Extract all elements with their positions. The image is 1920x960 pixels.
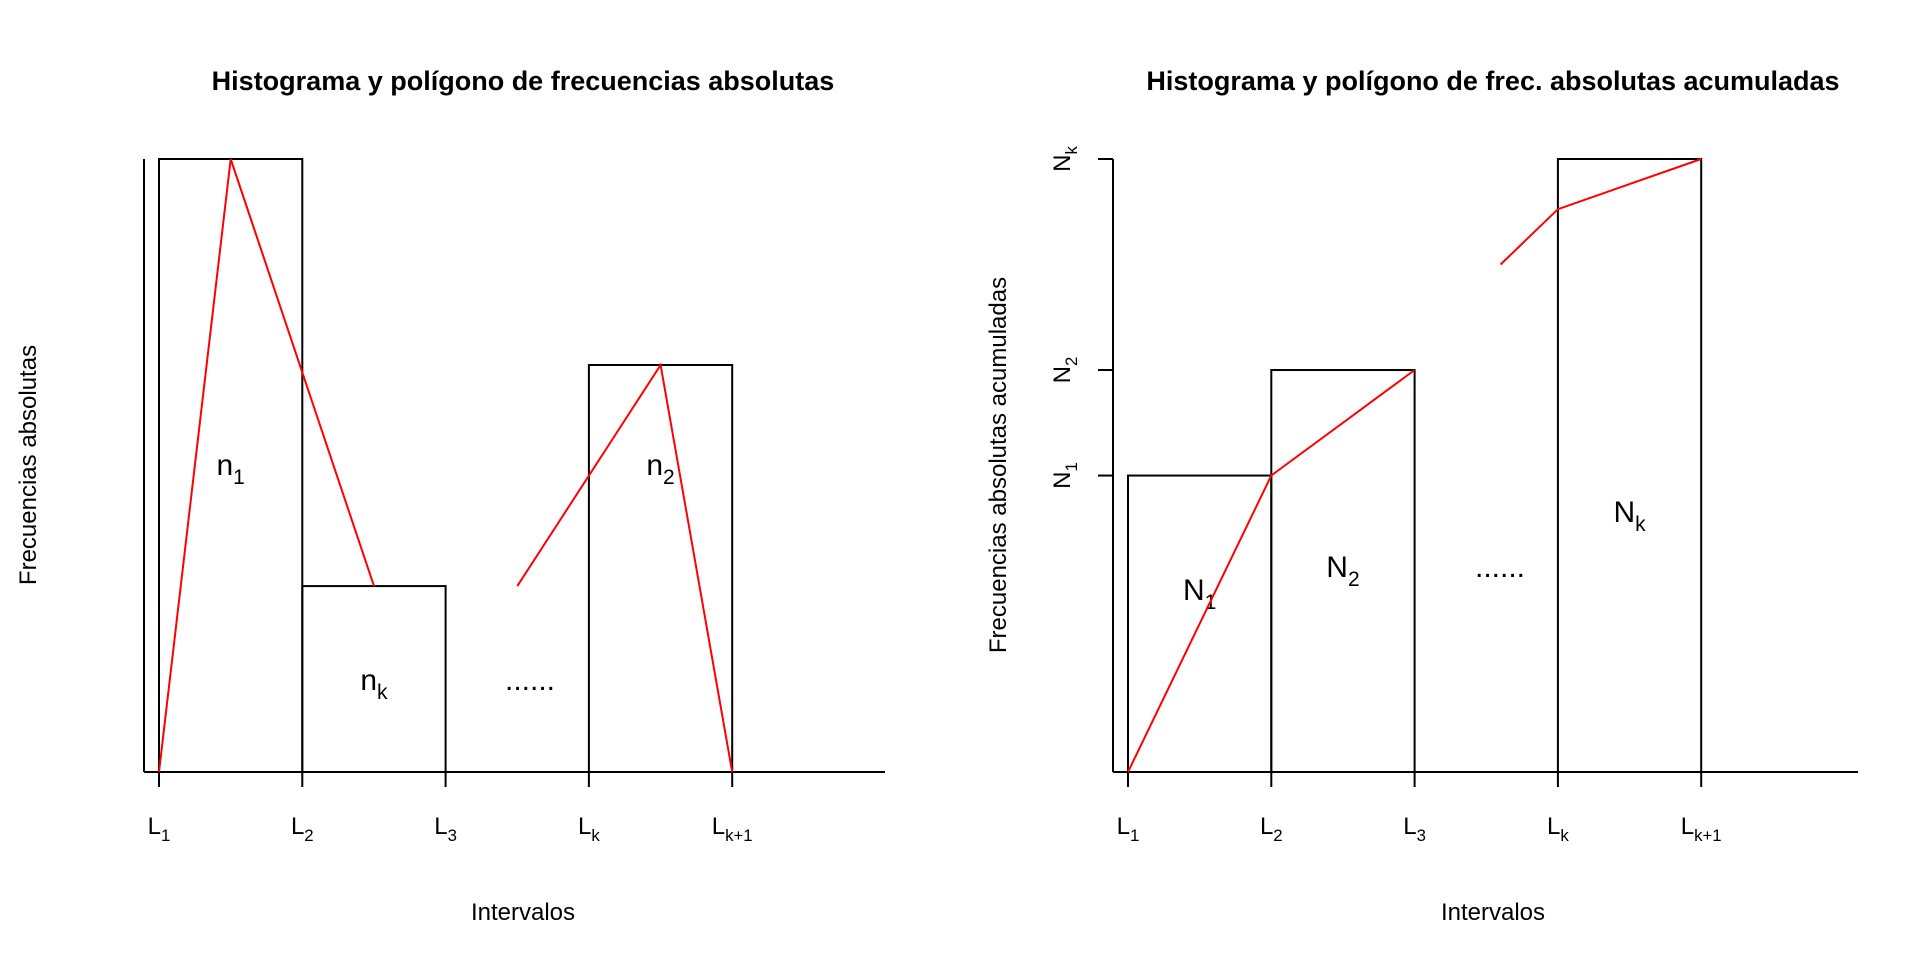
bar-label: N2 (1326, 551, 1359, 591)
x-tick-label: Lk (1547, 813, 1569, 845)
y-tick-label: Nk (1049, 146, 1081, 172)
chart-title: Histograma y polígono de frec. absolutas… (1146, 66, 1839, 96)
x-tick-label: L3 (1403, 813, 1426, 845)
y-tick-label: N1 (1049, 462, 1081, 489)
chart-panel-2: Histograma y polígono de frec. absolutas… (985, 66, 1858, 926)
x-tick-label: Lk (578, 813, 600, 845)
ellipsis-dots: ...... (505, 664, 555, 697)
chart-title: Histograma y polígono de frecuencias abs… (212, 66, 835, 96)
x-axis-label: Intervalos (471, 899, 575, 926)
x-tick-label: L2 (291, 813, 314, 845)
x-axis-label: Intervalos (1441, 899, 1545, 926)
bar-label: nk (360, 664, 388, 704)
histogram-bar (1556, 158, 1703, 773)
frequency-polygon-segment (516, 362, 734, 773)
x-tick-label: L1 (1117, 813, 1140, 845)
y-axis-label: Frecuencias absolutas acumuladas (985, 277, 1012, 653)
y-tick-label: N2 (1049, 357, 1081, 384)
x-tick-label: Lk+1 (1681, 813, 1722, 845)
frequency-polygon-segment (158, 158, 375, 773)
x-tick-label: L3 (434, 813, 457, 845)
histogram-bar (1270, 369, 1416, 773)
bar-label: N1 (1183, 574, 1216, 614)
x-tick-label: Lk+1 (712, 813, 753, 845)
frequency-polygon-segment (1499, 158, 1702, 266)
bar-label: Nk (1613, 496, 1646, 536)
chart-panel-1: Histograma y polígono de frecuencias abs… (15, 66, 885, 926)
bar-label: n2 (646, 449, 674, 489)
ellipsis-dots: ...... (1475, 551, 1525, 584)
x-tick-label: L1 (148, 813, 171, 845)
x-tick-label: L2 (1260, 813, 1283, 845)
bar-label: n1 (216, 449, 244, 489)
frequency-polygon-segment (1127, 369, 1416, 773)
histogram-bar (587, 364, 734, 773)
y-axis-label: Frecuencias absolutas (15, 345, 42, 585)
